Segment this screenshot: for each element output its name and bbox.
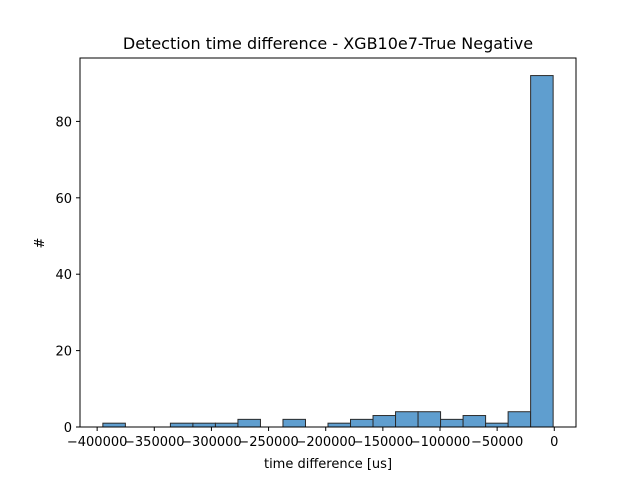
x-tick-label-4: −200000 (295, 435, 356, 450)
x-tick-label-8: 0 (550, 435, 558, 450)
histogram-bar-14 (417, 411, 442, 428)
histogram-bar-15 (440, 418, 464, 428)
histogram-bar-12 (372, 415, 397, 428)
x-tick-label-6: −100000 (410, 435, 471, 450)
histogram-bar-10 (327, 422, 352, 428)
histogram-bar-4 (192, 422, 216, 428)
y-tick-label-2: 40 (55, 268, 72, 283)
x-tick-label-5: −150000 (353, 435, 414, 450)
histogram-bar-16 (462, 415, 487, 428)
y-tick-label-0: 0 (64, 421, 72, 436)
x-tick-label-0: −400000 (67, 435, 128, 450)
bars-group (102, 75, 554, 428)
y-tick-label-1: 20 (55, 345, 72, 360)
histogram-bar-6 (237, 418, 261, 428)
histogram-bar-3 (169, 422, 194, 428)
histogram-bar-11 (350, 418, 374, 428)
histogram-bar-0 (102, 422, 126, 428)
histogram-bar-18 (507, 411, 532, 428)
x-tick-label-7: −50000 (471, 435, 523, 450)
y-tick-label-4: 80 (55, 115, 72, 130)
y-axis-label: # (33, 238, 48, 249)
y-tick-label-3: 60 (55, 192, 72, 207)
x-tick-label-1: −350000 (124, 435, 185, 450)
histogram-bar-5 (214, 422, 239, 428)
chart-title: Detection time difference - XGB10e7-True… (123, 34, 533, 53)
x-tick-label-3: −250000 (238, 435, 299, 450)
histogram-bar-13 (395, 411, 419, 428)
plot-frame (79, 57, 577, 428)
histogram-bar-19 (530, 75, 554, 428)
x-axis-label: time difference [us] (264, 457, 392, 472)
x-axis-ticks: −400000−350000−300000−250000−200000−1500… (67, 427, 558, 450)
y-axis-ticks: 0 20 40 60 80 (55, 115, 80, 436)
histogram-bar-17 (485, 422, 509, 428)
x-tick-label-2: −300000 (181, 435, 242, 450)
histogram-bar-8 (282, 418, 306, 428)
